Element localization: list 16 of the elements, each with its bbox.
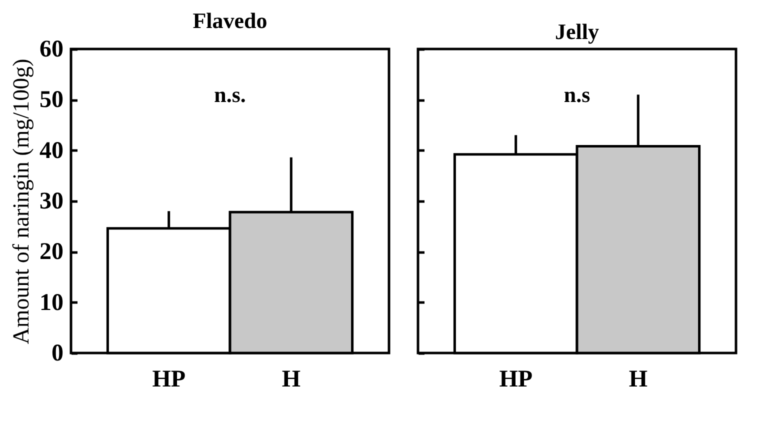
y-tick-label: 60: [40, 36, 64, 62]
annotation: n.s.: [214, 82, 246, 107]
y-tick-label: 40: [40, 138, 64, 164]
annotation: n.s: [564, 82, 591, 107]
y-tick-label: 20: [40, 239, 64, 266]
y-tick-label: 30: [40, 188, 64, 214]
y-axis-title: Amount of naringin (mg/100g): [8, 58, 34, 344]
y-tick-label: 0: [52, 340, 64, 366]
x-tick-label: HP: [152, 366, 186, 392]
x-tick-label: H: [282, 366, 301, 392]
x-tick-label: H: [628, 366, 648, 392]
y-tick-label: 50: [40, 87, 64, 114]
chart-title: Flavedo: [192, 8, 268, 33]
x-tick-label: HP: [499, 366, 533, 392]
y-tick-label: 10: [40, 290, 64, 316]
chart-title: Jelly: [555, 18, 599, 44]
